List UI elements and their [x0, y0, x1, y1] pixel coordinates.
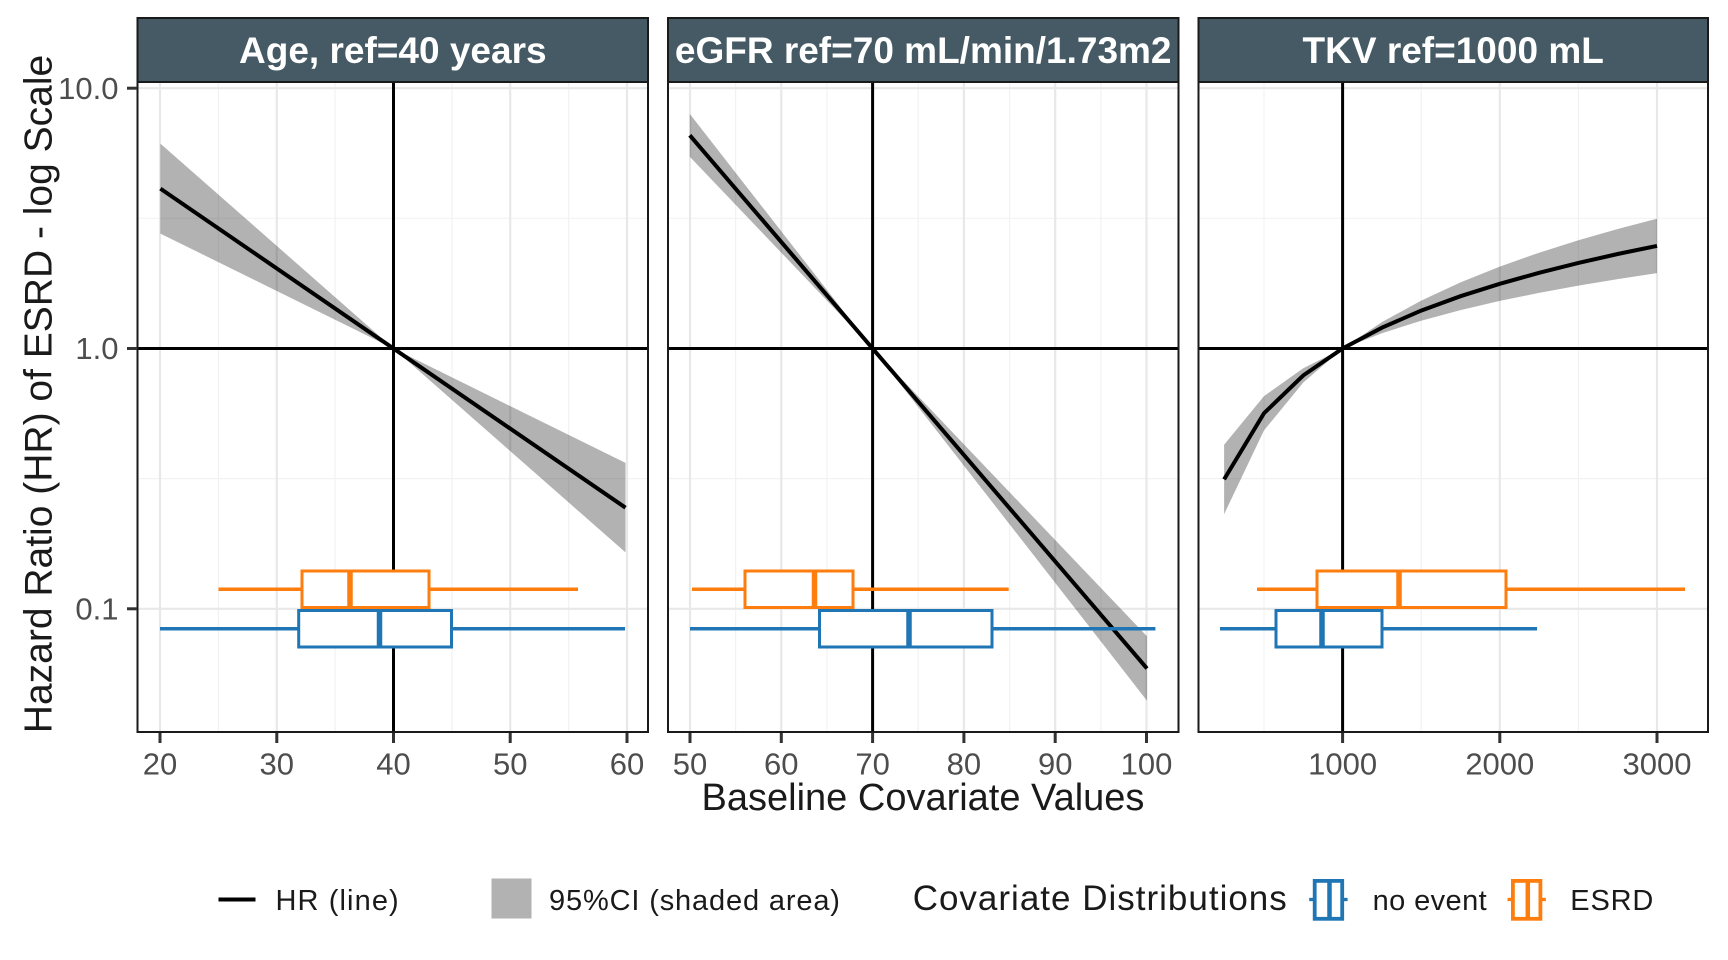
- svg-text:95%CI (shaded area): 95%CI (shaded area): [549, 885, 841, 917]
- svg-text:60: 60: [764, 747, 798, 782]
- svg-text:1000: 1000: [1308, 747, 1377, 782]
- svg-text:30: 30: [260, 747, 294, 782]
- svg-text:50: 50: [493, 747, 527, 782]
- svg-text:2000: 2000: [1465, 747, 1534, 782]
- svg-text:50: 50: [673, 747, 707, 782]
- svg-text:HR (line): HR (line): [276, 885, 400, 917]
- svg-text:Age, ref=40 years: Age, ref=40 years: [239, 30, 547, 71]
- svg-text:1.0: 1.0: [75, 331, 118, 366]
- svg-text:0.1: 0.1: [75, 592, 118, 627]
- svg-text:3000: 3000: [1623, 747, 1692, 782]
- svg-text:no event: no event: [1373, 885, 1487, 917]
- svg-text:10.0: 10.0: [58, 71, 118, 106]
- svg-text:40: 40: [376, 747, 410, 782]
- svg-text:90: 90: [1038, 747, 1072, 782]
- svg-text:20: 20: [143, 747, 177, 782]
- svg-text:eGFR ref=70 mL/min/1.73m2: eGFR ref=70 mL/min/1.73m2: [675, 30, 1172, 71]
- svg-text:Baseline Covariate Values: Baseline Covariate Values: [702, 777, 1145, 819]
- svg-text:Covariate Distributions: Covariate Distributions: [913, 879, 1288, 918]
- svg-text:60: 60: [610, 747, 644, 782]
- svg-text:80: 80: [947, 747, 981, 782]
- svg-text:TKV ref=1000 mL: TKV ref=1000 mL: [1303, 30, 1604, 71]
- svg-text:ESRD: ESRD: [1570, 885, 1654, 917]
- svg-text:70: 70: [855, 747, 889, 782]
- svg-text:Hazard Ratio (HR) of ESRD - lo: Hazard Ratio (HR) of ESRD - log Scale: [18, 55, 61, 733]
- svg-text:100: 100: [1121, 747, 1173, 782]
